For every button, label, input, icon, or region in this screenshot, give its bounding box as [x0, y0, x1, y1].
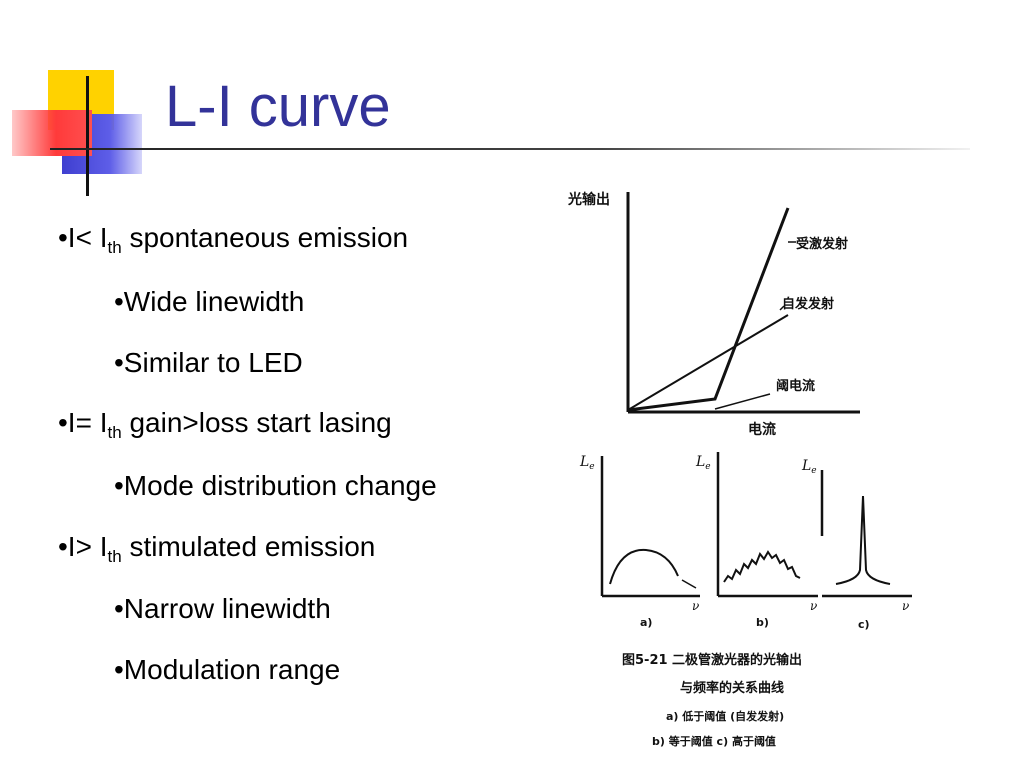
- bullet-similar-led: •Similar to LED: [114, 347, 303, 378]
- decor-vertical-line: [86, 76, 89, 196]
- caption-line-4: b) 等于阈值 c) 高于阈值: [652, 734, 776, 748]
- bullet-modulation-range: •Modulation range: [114, 654, 341, 685]
- bullet-above-threshold: •I> Ith stimulated emission: [58, 531, 376, 566]
- spectrum-c-y-label: Le: [801, 458, 817, 476]
- bullet-narrow-linewidth: •Narrow linewidth: [114, 593, 331, 624]
- caption-line-3: a) 低于阈值 (自发发射): [666, 709, 784, 723]
- bullet-at-threshold: •I= Ith gain>loss start lasing: [58, 407, 392, 442]
- laser-figure: 光输出 电流 受激发射 自发发射 阈电流 Le ν a): [560, 180, 920, 760]
- spectrum-c-panel-label: c): [858, 618, 870, 631]
- li-y-axis-label: 光输出: [567, 191, 610, 208]
- bullet-wide-linewidth: •Wide linewidth: [114, 286, 305, 317]
- spectrum-b-y-label: Le: [695, 454, 711, 472]
- title-underline: [50, 148, 970, 150]
- spectrum-b-panel-label: b): [756, 616, 769, 629]
- spontaneous-label: 自发发射: [782, 296, 834, 312]
- bullet-mode-distribution: •Mode distribution change: [114, 470, 437, 501]
- slide-title: L-I curve: [165, 74, 391, 139]
- spontaneous-leader: [779, 305, 785, 311]
- spontaneous-line: [627, 314, 789, 411]
- stimulated-label: 受激发射: [796, 236, 848, 252]
- spectrum-a-panel-label: a): [640, 616, 652, 629]
- li-x-axis-label: 电流: [748, 421, 776, 438]
- spectrum-b-curve: [723, 550, 801, 583]
- bullet-below-threshold: •I< Ith spontaneous emission: [58, 222, 409, 257]
- spectrum-a-y-label: Le: [579, 454, 595, 472]
- caption-line-1: 图5-21 二极管激光器的光输出: [622, 652, 802, 668]
- threshold-leader: [714, 393, 771, 410]
- stimulated-curve: [627, 207, 790, 412]
- spectrum-b-x-label: ν: [810, 599, 817, 613]
- spectrum-c-x-label: ν: [902, 599, 909, 613]
- threshold-label: 阈电流: [776, 378, 815, 394]
- spectrum-a-curve: [609, 548, 679, 585]
- spectrum-panel-b: Le ν b): [695, 452, 818, 629]
- spectrum-panel-c: Le ν c): [801, 458, 912, 631]
- spectrum-panel-a: Le ν a): [579, 454, 700, 629]
- spectrum-c-curve: [835, 495, 891, 585]
- li-plot: 光输出 电流 受激发射 自发发射 阈电流: [567, 191, 860, 438]
- laser-figure-svg: 光输出 电流 受激发射 自发发射 阈电流 Le ν a): [567, 191, 912, 748]
- caption-line-2: 与频率的关系曲线: [680, 680, 784, 696]
- spectrum-a-x-label: ν: [692, 599, 699, 613]
